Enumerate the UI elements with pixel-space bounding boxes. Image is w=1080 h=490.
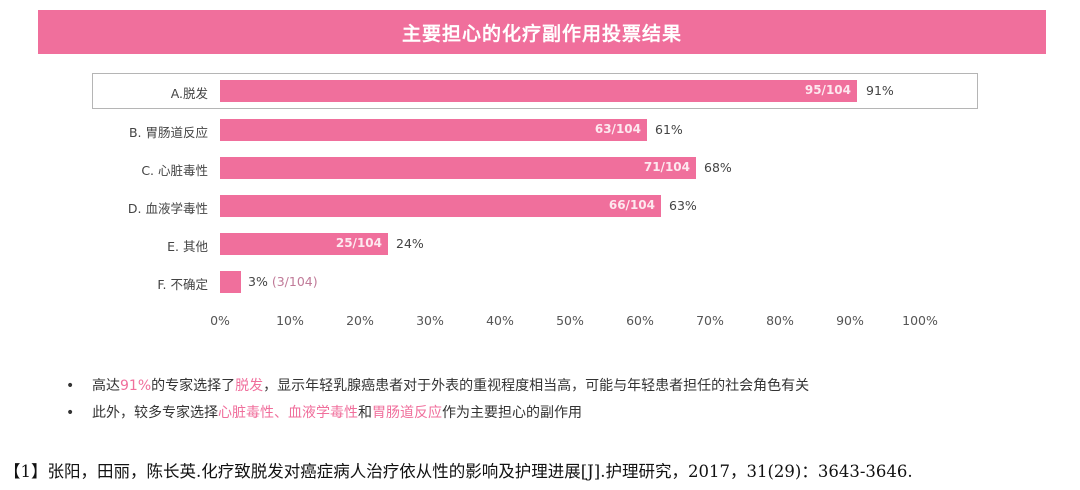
bar-count: 63/104 — [594, 122, 641, 136]
bar-percent: 3% (3/104) — [248, 274, 318, 289]
bar-percent: 24% — [396, 236, 424, 251]
bar-percent: 91% — [866, 83, 894, 98]
x-tick: 10% — [276, 313, 304, 328]
x-tick: 100% — [902, 313, 938, 328]
bar-row-cardiotoxicity: C. 心脏毒性 71/104 68% — [0, 157, 1080, 181]
bullet-icon: • — [66, 378, 75, 394]
x-tick: 20% — [346, 313, 374, 328]
bar — [220, 271, 241, 293]
bar-label: C. 心脏毒性 — [141, 163, 208, 178]
x-tick: 0% — [210, 313, 230, 328]
bar-label: E. 其他 — [167, 239, 208, 254]
bar: 63/104 — [220, 119, 647, 141]
bar-row-hair-loss: A.脱发 95/104 91% — [0, 80, 1080, 104]
x-tick: 70% — [696, 313, 724, 328]
x-tick: 60% — [626, 313, 654, 328]
bar-label: F. 不确定 — [157, 277, 208, 292]
bar-percent: 61% — [655, 122, 683, 137]
bar-percent: 63% — [669, 198, 697, 213]
bar-label: D. 血液学毒性 — [127, 201, 208, 216]
note-item: • 此外，较多专家选择心脏毒性、血液学毒性和胃肠道反应作为主要担心的副作用 — [66, 400, 809, 427]
x-tick: 30% — [416, 313, 444, 328]
bar-label: A.脱发 — [170, 86, 208, 101]
bullet-icon: • — [66, 405, 75, 421]
chart-title-banner: 主要担心的化疗副作用投票结果 — [38, 10, 1046, 54]
bar-count: 71/104 — [643, 160, 690, 174]
bar: 95/104 — [220, 80, 857, 102]
bar-row-hematologic-toxicity: D. 血液学毒性 66/104 63% — [0, 195, 1080, 219]
bar: 25/104 — [220, 233, 388, 255]
x-tick: 80% — [766, 313, 794, 328]
bar: 66/104 — [220, 195, 661, 217]
note-item: • 高达91%的专家选择了脱发，显示年轻乳腺癌患者对于外表的重视程度相当高，可能与… — [66, 373, 809, 400]
bar-count: 25/104 — [335, 236, 382, 250]
x-tick: 40% — [486, 313, 514, 328]
bar: 71/104 — [220, 157, 696, 179]
x-tick: 90% — [836, 313, 864, 328]
bar-row-uncertain: F. 不确定 3% (3/104) — [0, 271, 1080, 295]
bar-row-gi-reaction: B. 胃肠道反应 63/104 61% — [0, 119, 1080, 143]
bar-count: 66/104 — [608, 198, 655, 212]
bar-percent: 68% — [704, 160, 732, 175]
x-tick: 50% — [556, 313, 584, 328]
bar-count: 95/104 — [804, 83, 851, 97]
chart-title: 主要担心的化疗副作用投票结果 — [401, 22, 682, 45]
bar-label: B. 胃肠道反应 — [128, 125, 208, 140]
bar-row-other: E. 其他 25/104 24% — [0, 233, 1080, 257]
highlight-box-hair-loss — [92, 73, 978, 109]
reference-citation: 【1】张阳，田丽，陈长英.化疗致脱发对癌症病人治疗依从性的影响及护理进展[J].… — [4, 462, 913, 481]
notes-list: • 高达91%的专家选择了脱发，显示年轻乳腺癌患者对于外表的重视程度相当高，可能与… — [66, 373, 809, 427]
